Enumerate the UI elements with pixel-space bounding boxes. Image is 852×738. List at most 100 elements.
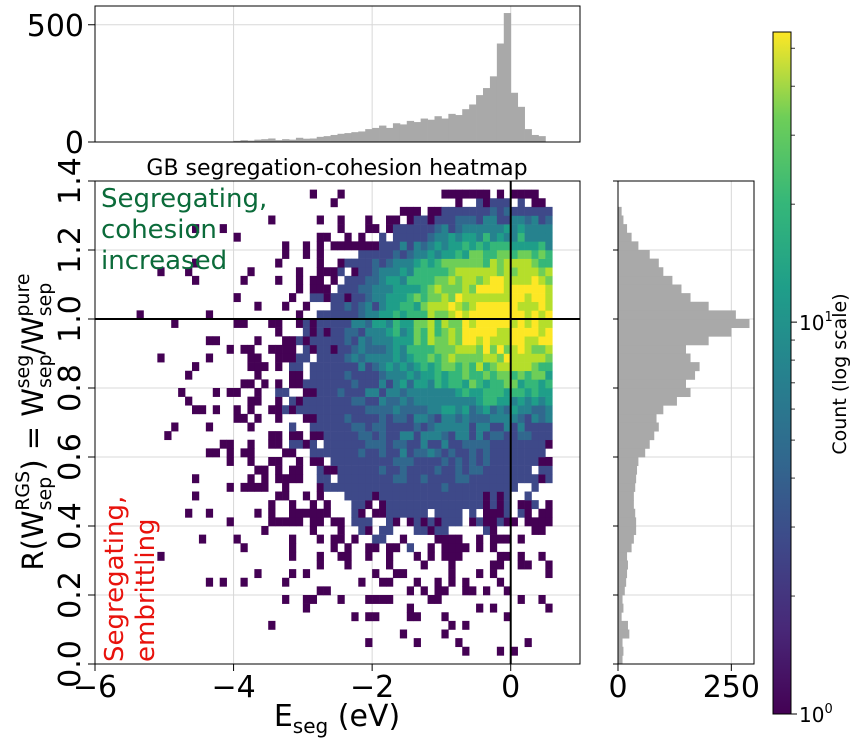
heatmap-cell	[483, 189, 491, 199]
heatmap-cell	[503, 310, 512, 320]
heatmap-cell	[254, 353, 262, 363]
heatmap-cell	[302, 379, 311, 389]
heatmap-cell	[358, 250, 366, 259]
heatmap-cell	[455, 327, 463, 337]
histogram-bar	[618, 551, 628, 561]
heatmap-cell	[330, 388, 338, 397]
heatmap-cell	[462, 224, 470, 234]
heatmap-cell	[496, 482, 505, 492]
heatmap-cell	[351, 327, 359, 337]
heatmap-cell	[406, 310, 415, 320]
heatmap-cell	[392, 422, 401, 432]
heatmap-cell	[489, 482, 498, 492]
heatmap-cell	[462, 241, 470, 251]
heatmap-cell	[413, 474, 421, 484]
heatmap-cell	[406, 422, 415, 432]
heatmap-cell	[358, 267, 366, 277]
heatmap-cell	[455, 370, 463, 380]
heatmap-cell	[358, 508, 366, 518]
heatmap-cell	[178, 388, 186, 397]
heatmap-cell	[268, 431, 276, 441]
heatmap-cell	[531, 258, 539, 268]
heatmap-cell	[323, 344, 331, 354]
heatmap-cell	[392, 405, 401, 415]
heatmap-cell	[399, 250, 408, 259]
heatmap-cell	[462, 370, 470, 380]
heatmap-cell	[289, 396, 297, 406]
heatmap-cell	[524, 224, 532, 234]
heatmap-cell	[476, 319, 484, 328]
heatmap-cell	[337, 362, 345, 372]
histogram-bar	[295, 137, 304, 142]
heatmap-cell	[469, 206, 477, 216]
heatmap-cell	[469, 362, 477, 372]
heatmap-cell	[351, 319, 359, 328]
heatmap-cell	[545, 508, 553, 518]
histogram-bar	[618, 319, 750, 329]
heatmap-cell	[386, 396, 394, 406]
heatmap-cell	[510, 224, 518, 234]
heatmap-cell	[323, 267, 331, 277]
heatmap-cell	[476, 293, 484, 303]
heatmap-cell	[455, 457, 463, 466]
heatmap-cell	[434, 250, 442, 259]
heatmap-cell	[413, 457, 421, 466]
heatmap-cell	[351, 457, 359, 466]
heatmap-cell	[323, 310, 331, 320]
heatmap-cell	[441, 500, 449, 510]
heatmap-cell	[365, 319, 373, 328]
heatmap-cell	[386, 258, 394, 268]
heatmap-cell	[448, 508, 456, 518]
heatmap-cell	[337, 258, 345, 268]
histogram-bar	[254, 139, 262, 142]
heatmap-cell	[351, 301, 359, 311]
heatmap-cell	[198, 405, 207, 415]
heatmap-cell	[420, 448, 428, 458]
heatmap-cell	[295, 319, 304, 328]
heatmap-cell	[503, 431, 512, 441]
heatmap-cell	[406, 267, 415, 277]
heatmap-cell	[344, 431, 352, 441]
heatmap-cell	[455, 388, 463, 397]
heatmap-cell	[344, 293, 352, 303]
heatmap-cell	[427, 551, 435, 561]
heatmap-cell	[455, 344, 463, 354]
heatmap-cell	[337, 344, 345, 354]
heatmap-cell	[510, 293, 518, 303]
heatmap-cell	[330, 241, 338, 251]
heatmap-cell	[538, 508, 546, 518]
heatmap-cell	[365, 551, 373, 561]
heatmap-cell	[462, 215, 470, 225]
histogram-bar	[399, 124, 408, 142]
heatmap-cell	[441, 405, 449, 415]
heatmap-cell	[406, 457, 415, 466]
heatmap-cell	[358, 396, 366, 406]
heatmap-cell	[358, 491, 366, 501]
histogram-bar	[413, 122, 422, 142]
heatmap-cell	[483, 327, 491, 337]
heatmap-cell	[289, 293, 297, 303]
histogram-bar	[618, 595, 623, 605]
y-tick-label: 0.4	[53, 502, 88, 550]
heatmap-cell	[434, 319, 442, 328]
heatmap-cell	[434, 224, 442, 234]
heatmap-cell	[496, 413, 505, 423]
heatmap-cell	[316, 431, 324, 441]
heatmap-cell	[392, 396, 401, 406]
annotation-line: cohesion	[101, 215, 217, 245]
heatmap-cell	[316, 353, 324, 363]
histogram-bar	[618, 250, 650, 260]
heatmap-cell	[379, 422, 387, 432]
heatmap-cell	[441, 250, 449, 259]
heatmap-cell	[510, 474, 518, 484]
heatmap-cell	[268, 319, 276, 328]
heatmap-cell	[392, 388, 401, 397]
heatmap-cell	[517, 474, 525, 484]
heatmap-cell	[351, 612, 359, 622]
right-histogram-x-ticks: 0 250	[608, 180, 760, 705]
heatmap-cell	[448, 370, 456, 380]
heatmap-cell	[392, 241, 401, 251]
heatmap-cell	[268, 405, 276, 415]
heatmap-cell	[392, 293, 401, 303]
heatmap-cell	[316, 241, 324, 251]
